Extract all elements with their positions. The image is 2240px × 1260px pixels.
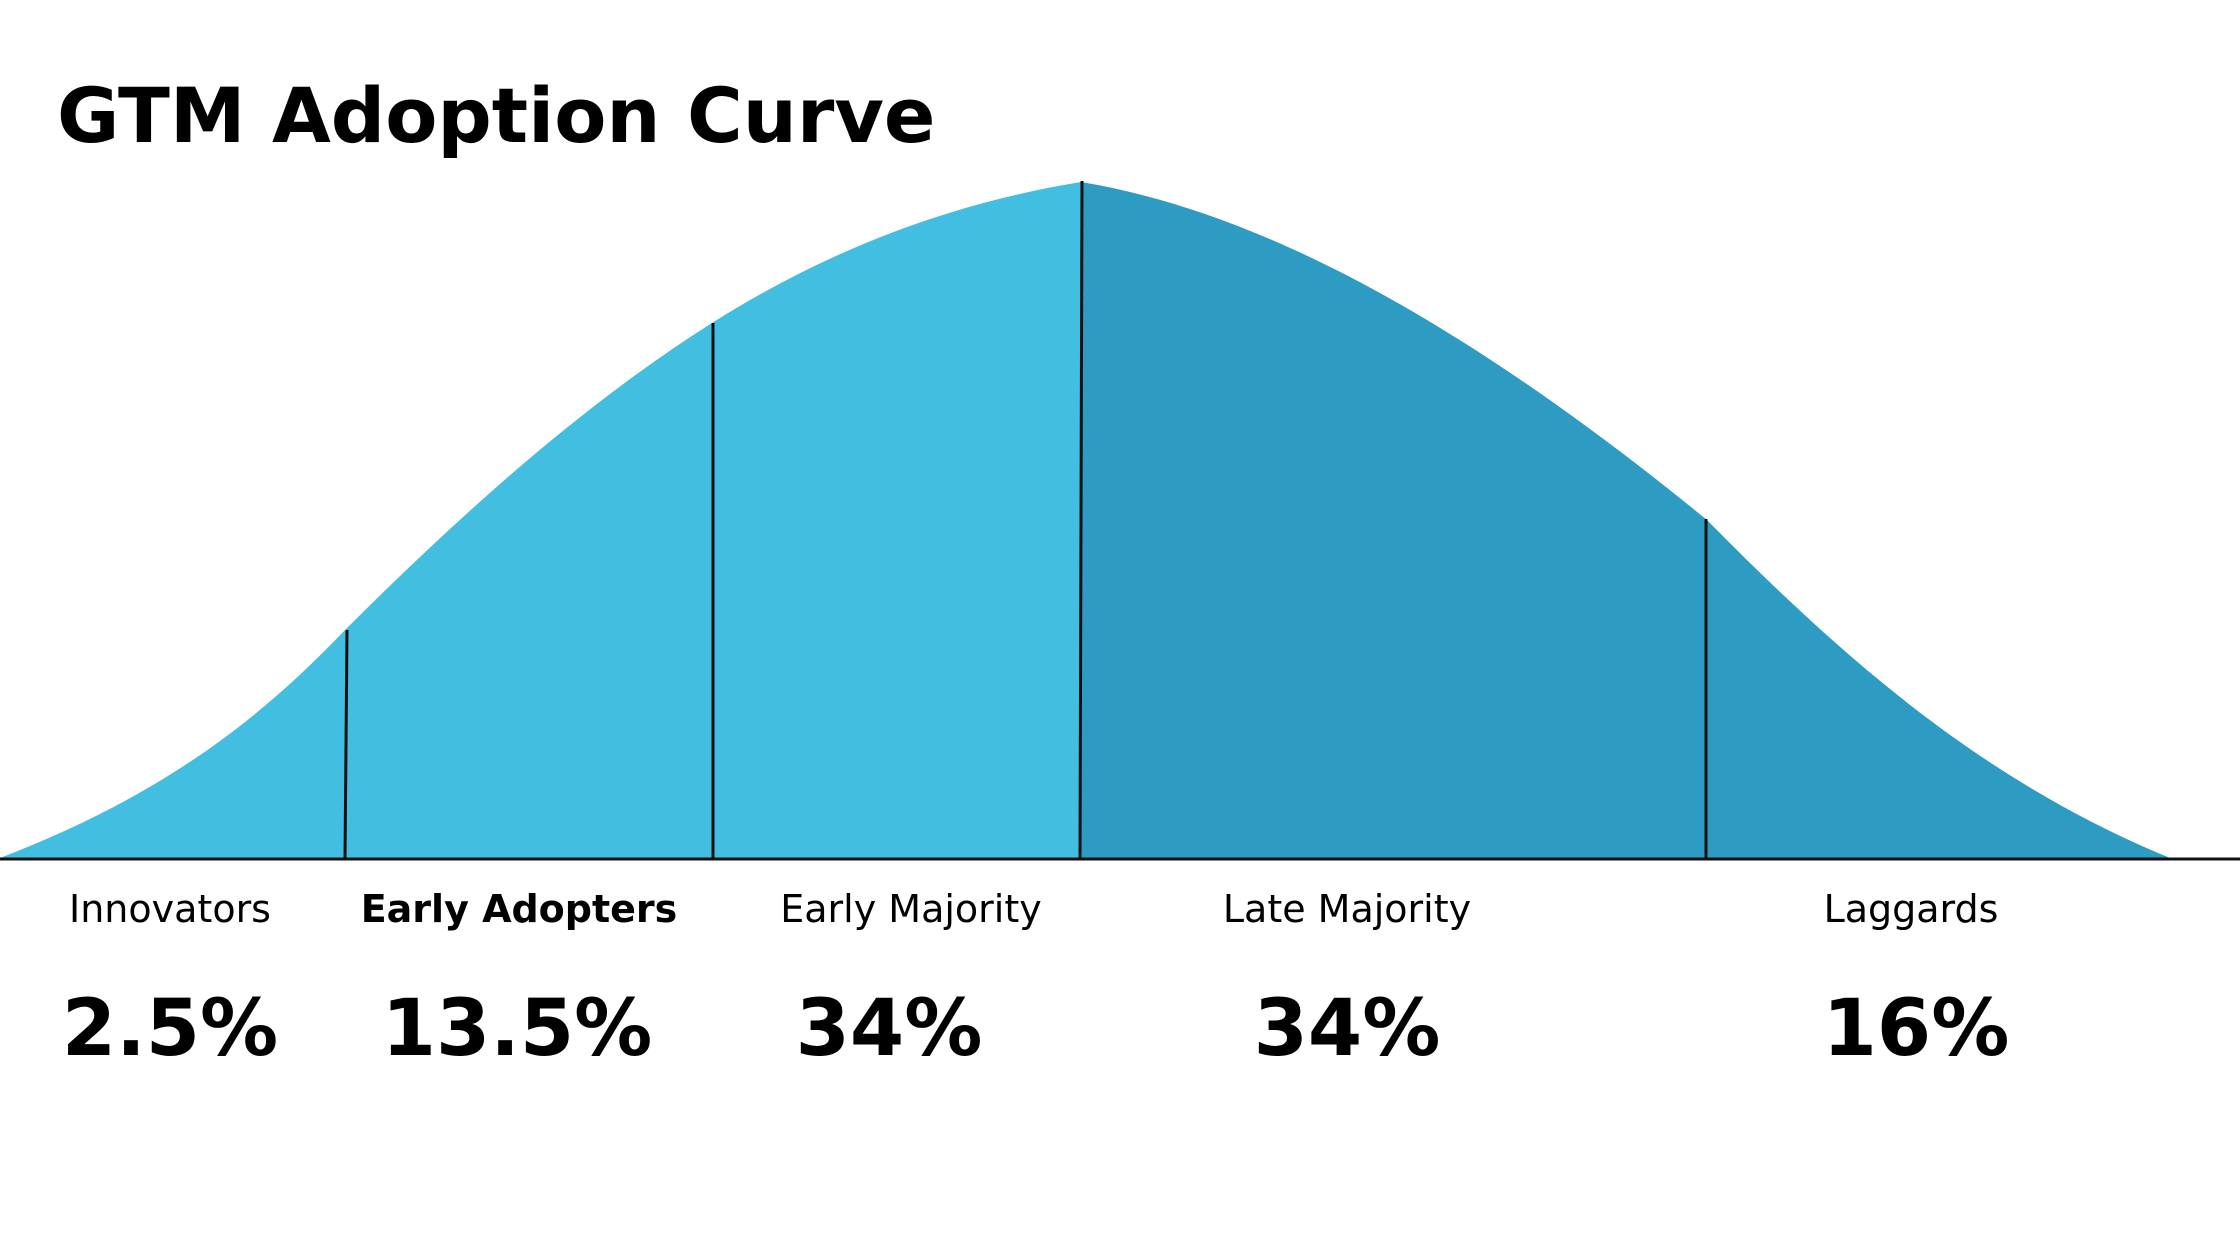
curve-left-area	[0, 182, 1081, 858]
segment-value-early-majority: 34%	[795, 984, 983, 1074]
segment-value-early-adopters: 13.5%	[381, 984, 653, 1074]
segment-label-early-adopters: Early Adopters	[360, 887, 678, 931]
diagram-title: GTM Adoption Curve	[57, 71, 936, 160]
segment-value-laggards: 16%	[1822, 984, 2010, 1074]
segment-label-late-majority: Late Majority	[1222, 887, 1472, 931]
divider-innovators-early-adopters	[343, 629, 349, 860]
segment-label-innovators: Innovators	[69, 887, 271, 931]
segment-value-late-majority: 34%	[1253, 984, 1441, 1074]
divider-early-majority-late-majority	[1078, 180, 1084, 860]
segment-label-laggards: Laggards	[1823, 887, 1999, 931]
curve-right-area	[1081, 182, 2170, 858]
segment-label-early-majority: Early Majority	[780, 887, 1042, 931]
segment-value-innovators: 2.5%	[61, 984, 279, 1074]
